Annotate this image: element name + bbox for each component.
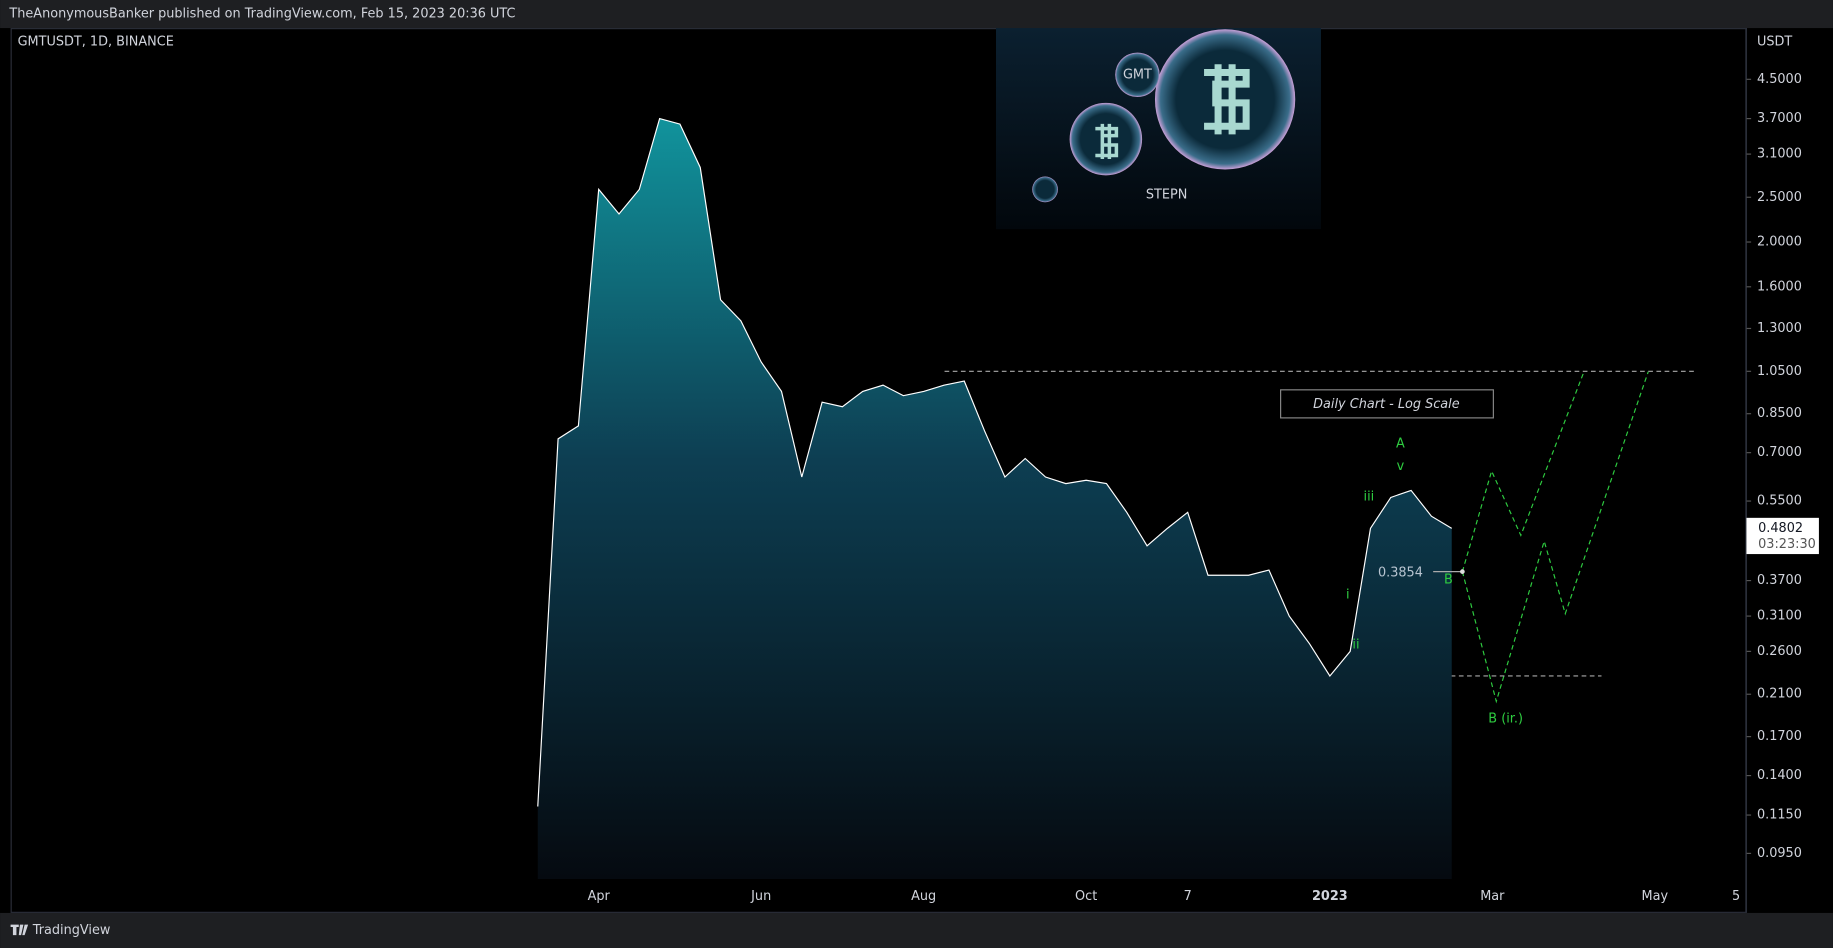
bubble (1069, 102, 1143, 176)
projection-path (1461, 371, 1585, 572)
y-tick-label: 0.7000 (1757, 445, 1802, 460)
last-price-box (1746, 517, 1819, 555)
x-tick-label: 5 (1732, 889, 1740, 904)
footer: TradingView (32, 923, 111, 938)
y-tick-label: 3.7000 (1757, 111, 1802, 126)
price-marker (1460, 569, 1465, 574)
wave-label: B (ir.) (1488, 711, 1523, 726)
footer-bar (0, 912, 1833, 948)
header: TheAnonymousBanker published on TradingV… (8, 7, 515, 22)
x-tick-label: Aug (911, 889, 936, 904)
wave-label: B (1444, 572, 1453, 587)
y-tick-label: 0.3700 (1757, 573, 1802, 588)
y-tick-label: 0.0950 (1757, 846, 1802, 861)
y-tick-label: 2.5000 (1757, 190, 1802, 205)
y-tick-label: 0.1150 (1757, 808, 1802, 823)
x-tick-label: Oct (1075, 889, 1097, 904)
wave-label: A (1396, 437, 1405, 452)
y-axis-label: USDT (1757, 35, 1792, 50)
logo-text: STEPN (1146, 188, 1187, 203)
wave-labels: A v iii i ii B B (ir.) (1346, 437, 1523, 727)
wave-label: i (1346, 587, 1350, 602)
logo-mark (1095, 123, 1119, 159)
projection-path (1461, 371, 1649, 704)
y-tick-label: 3.1000 (1757, 147, 1802, 162)
y-tick-label: 0.1400 (1757, 768, 1802, 783)
bubble (1115, 52, 1160, 98)
logo-image: GMT STEPN (995, 28, 1321, 230)
plot: 4.5000 3.7000 3.1000 2.5000 2.0000 1.6000 1.30… (537, 72, 1802, 904)
note: Daily Chart - Log Scale (1313, 397, 1460, 412)
y-tick-label: 0.1700 (1757, 729, 1802, 744)
y-tick-label: 0.2600 (1757, 644, 1802, 659)
wave-label: iii (1364, 489, 1375, 504)
y-tick-label: 0.3100 (1757, 609, 1802, 624)
x-tick-label: Jun (750, 889, 771, 904)
marker-label: 0.3854 (1378, 565, 1423, 580)
projection (1461, 371, 1649, 704)
y-tick-label: 0.2100 (1757, 687, 1802, 702)
y-tick-label: 0.8500 (1757, 406, 1802, 421)
note-box (1280, 389, 1494, 419)
price-line (537, 117, 1453, 807)
logo-coin: GMT (1123, 67, 1152, 82)
logo-mark (1204, 64, 1250, 135)
wave-label: v (1397, 459, 1405, 474)
x-tick-label: 2023 (1312, 889, 1348, 904)
countdown: 03:23:30 (1758, 537, 1816, 552)
x-tick-label: 7 (1184, 889, 1192, 904)
y-tick-label: 1.0500 (1757, 364, 1802, 379)
header-bar (0, 0, 1833, 29)
area (537, 118, 1452, 880)
last-price: 0.4802 (1758, 521, 1803, 536)
x-tick-label: Apr (588, 889, 611, 904)
bubble (1032, 176, 1058, 203)
y-tick-label: 1.6000 (1757, 279, 1802, 294)
y-tick-label: 2.0000 (1757, 235, 1802, 250)
y-tick-label: 0.5500 (1757, 494, 1802, 509)
symbol: GMTUSDT, 1D, BINANCE (18, 35, 174, 50)
y-tick-label: 4.5000 (1757, 72, 1802, 87)
x-tick-label: Mar (1480, 889, 1505, 904)
wave-label: ii (1352, 638, 1359, 653)
x-tick-label: May (1642, 889, 1669, 904)
y-tick-label: 1.3000 (1757, 321, 1802, 336)
